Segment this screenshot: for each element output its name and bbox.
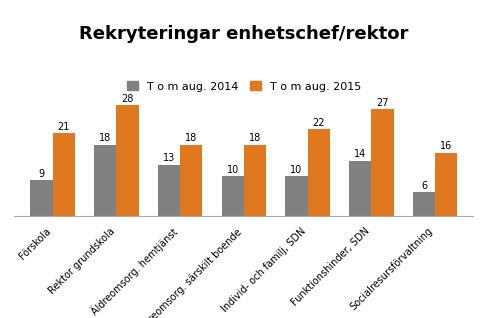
Bar [308,129,330,216]
Bar [435,153,457,216]
Bar [413,192,435,216]
Text: 9: 9 [39,169,44,179]
Text: 14: 14 [354,149,366,159]
Text: 28: 28 [121,94,134,104]
Text: 13: 13 [163,153,175,163]
Bar [285,176,308,216]
Text: 10: 10 [290,165,303,175]
Text: 18: 18 [99,134,112,143]
Text: 16: 16 [440,142,453,151]
Bar [116,105,139,216]
Bar [222,176,244,216]
Bar [94,145,116,216]
Text: 27: 27 [376,98,389,108]
Bar [158,165,180,216]
Text: 18: 18 [185,134,198,143]
Bar [53,133,75,216]
Bar [30,181,53,216]
Bar [371,109,394,216]
Text: 21: 21 [57,121,70,132]
Text: 22: 22 [313,118,325,128]
Bar [180,145,202,216]
Text: 6: 6 [421,181,427,191]
Text: 18: 18 [249,134,261,143]
Legend: T o m aug. 2014, T o m aug. 2015: T o m aug. 2014, T o m aug. 2015 [124,78,364,95]
Bar [244,145,266,216]
Text: 10: 10 [227,165,239,175]
Bar [349,161,371,216]
Title: Rekryteringar enhetschef/rektor: Rekryteringar enhetschef/rektor [79,25,409,43]
